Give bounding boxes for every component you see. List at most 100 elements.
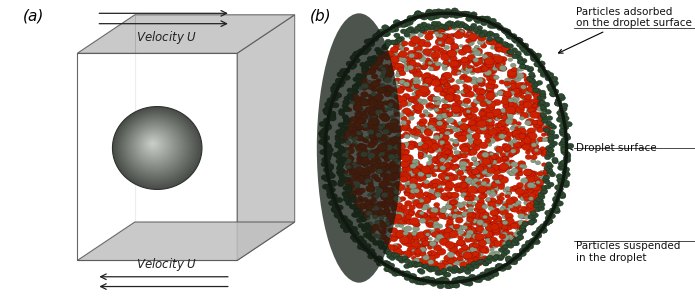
Circle shape — [459, 206, 466, 210]
Circle shape — [455, 139, 459, 142]
Circle shape — [489, 18, 496, 24]
Circle shape — [463, 69, 470, 74]
Circle shape — [532, 107, 537, 111]
Circle shape — [516, 73, 524, 79]
Circle shape — [373, 33, 379, 39]
Circle shape — [484, 112, 494, 120]
Circle shape — [399, 197, 405, 201]
Circle shape — [118, 112, 195, 183]
Circle shape — [456, 251, 464, 257]
Circle shape — [521, 87, 525, 91]
Circle shape — [523, 200, 531, 206]
Circle shape — [486, 37, 493, 41]
Circle shape — [508, 108, 517, 115]
Circle shape — [346, 127, 353, 132]
Circle shape — [507, 100, 514, 105]
Circle shape — [422, 145, 429, 150]
Circle shape — [411, 84, 417, 89]
Circle shape — [371, 114, 378, 119]
Circle shape — [327, 98, 334, 103]
Circle shape — [394, 244, 401, 249]
Circle shape — [411, 128, 420, 136]
Circle shape — [520, 112, 528, 118]
Polygon shape — [77, 53, 237, 260]
Circle shape — [464, 126, 471, 131]
Circle shape — [386, 73, 392, 78]
Circle shape — [348, 156, 354, 161]
Circle shape — [538, 68, 545, 73]
Circle shape — [388, 163, 394, 167]
Circle shape — [414, 249, 421, 254]
Circle shape — [488, 53, 493, 57]
Circle shape — [416, 68, 420, 72]
Circle shape — [478, 259, 484, 264]
Circle shape — [439, 154, 448, 161]
Circle shape — [424, 130, 433, 136]
Circle shape — [492, 216, 497, 220]
Circle shape — [468, 175, 477, 181]
Circle shape — [492, 164, 497, 168]
Circle shape — [346, 165, 351, 169]
Circle shape — [347, 119, 352, 123]
Circle shape — [406, 83, 411, 88]
Circle shape — [443, 100, 448, 104]
Circle shape — [490, 22, 497, 28]
Circle shape — [457, 126, 462, 130]
Circle shape — [432, 252, 440, 258]
Circle shape — [379, 192, 386, 197]
Circle shape — [382, 31, 389, 37]
Circle shape — [457, 239, 465, 246]
Circle shape — [561, 112, 568, 117]
Circle shape — [386, 169, 394, 176]
Circle shape — [452, 278, 459, 283]
Circle shape — [461, 57, 468, 63]
Circle shape — [433, 26, 439, 31]
Circle shape — [546, 150, 553, 155]
Circle shape — [501, 41, 507, 46]
Circle shape — [519, 45, 526, 51]
Circle shape — [364, 179, 372, 184]
Circle shape — [500, 239, 505, 243]
Circle shape — [466, 57, 471, 60]
Circle shape — [376, 155, 381, 159]
Circle shape — [353, 204, 361, 210]
Circle shape — [498, 255, 505, 259]
Circle shape — [468, 138, 473, 142]
Circle shape — [364, 123, 369, 127]
Circle shape — [323, 118, 330, 123]
Circle shape — [398, 146, 402, 150]
Circle shape — [375, 134, 381, 139]
Circle shape — [529, 78, 535, 83]
Circle shape — [391, 25, 398, 30]
Circle shape — [447, 96, 452, 99]
Circle shape — [475, 84, 480, 87]
Circle shape — [410, 189, 416, 194]
Circle shape — [454, 110, 459, 114]
Circle shape — [410, 132, 418, 138]
Circle shape — [464, 159, 470, 163]
Circle shape — [451, 45, 459, 52]
Circle shape — [477, 161, 482, 165]
Circle shape — [448, 78, 455, 83]
Circle shape — [525, 120, 531, 126]
Circle shape — [484, 257, 491, 262]
Circle shape — [414, 65, 420, 70]
Circle shape — [443, 233, 452, 239]
Circle shape — [390, 246, 394, 250]
Circle shape — [409, 218, 419, 225]
Circle shape — [484, 238, 492, 244]
Circle shape — [448, 21, 455, 26]
Circle shape — [399, 220, 404, 224]
Circle shape — [461, 193, 467, 198]
Circle shape — [515, 169, 523, 175]
Circle shape — [447, 192, 451, 195]
Circle shape — [515, 51, 521, 56]
Circle shape — [427, 51, 434, 57]
Circle shape — [323, 120, 330, 125]
Circle shape — [535, 233, 542, 238]
Circle shape — [503, 108, 507, 111]
Circle shape — [412, 168, 420, 174]
Circle shape — [374, 101, 383, 107]
Circle shape — [389, 27, 395, 33]
Circle shape — [445, 222, 455, 229]
